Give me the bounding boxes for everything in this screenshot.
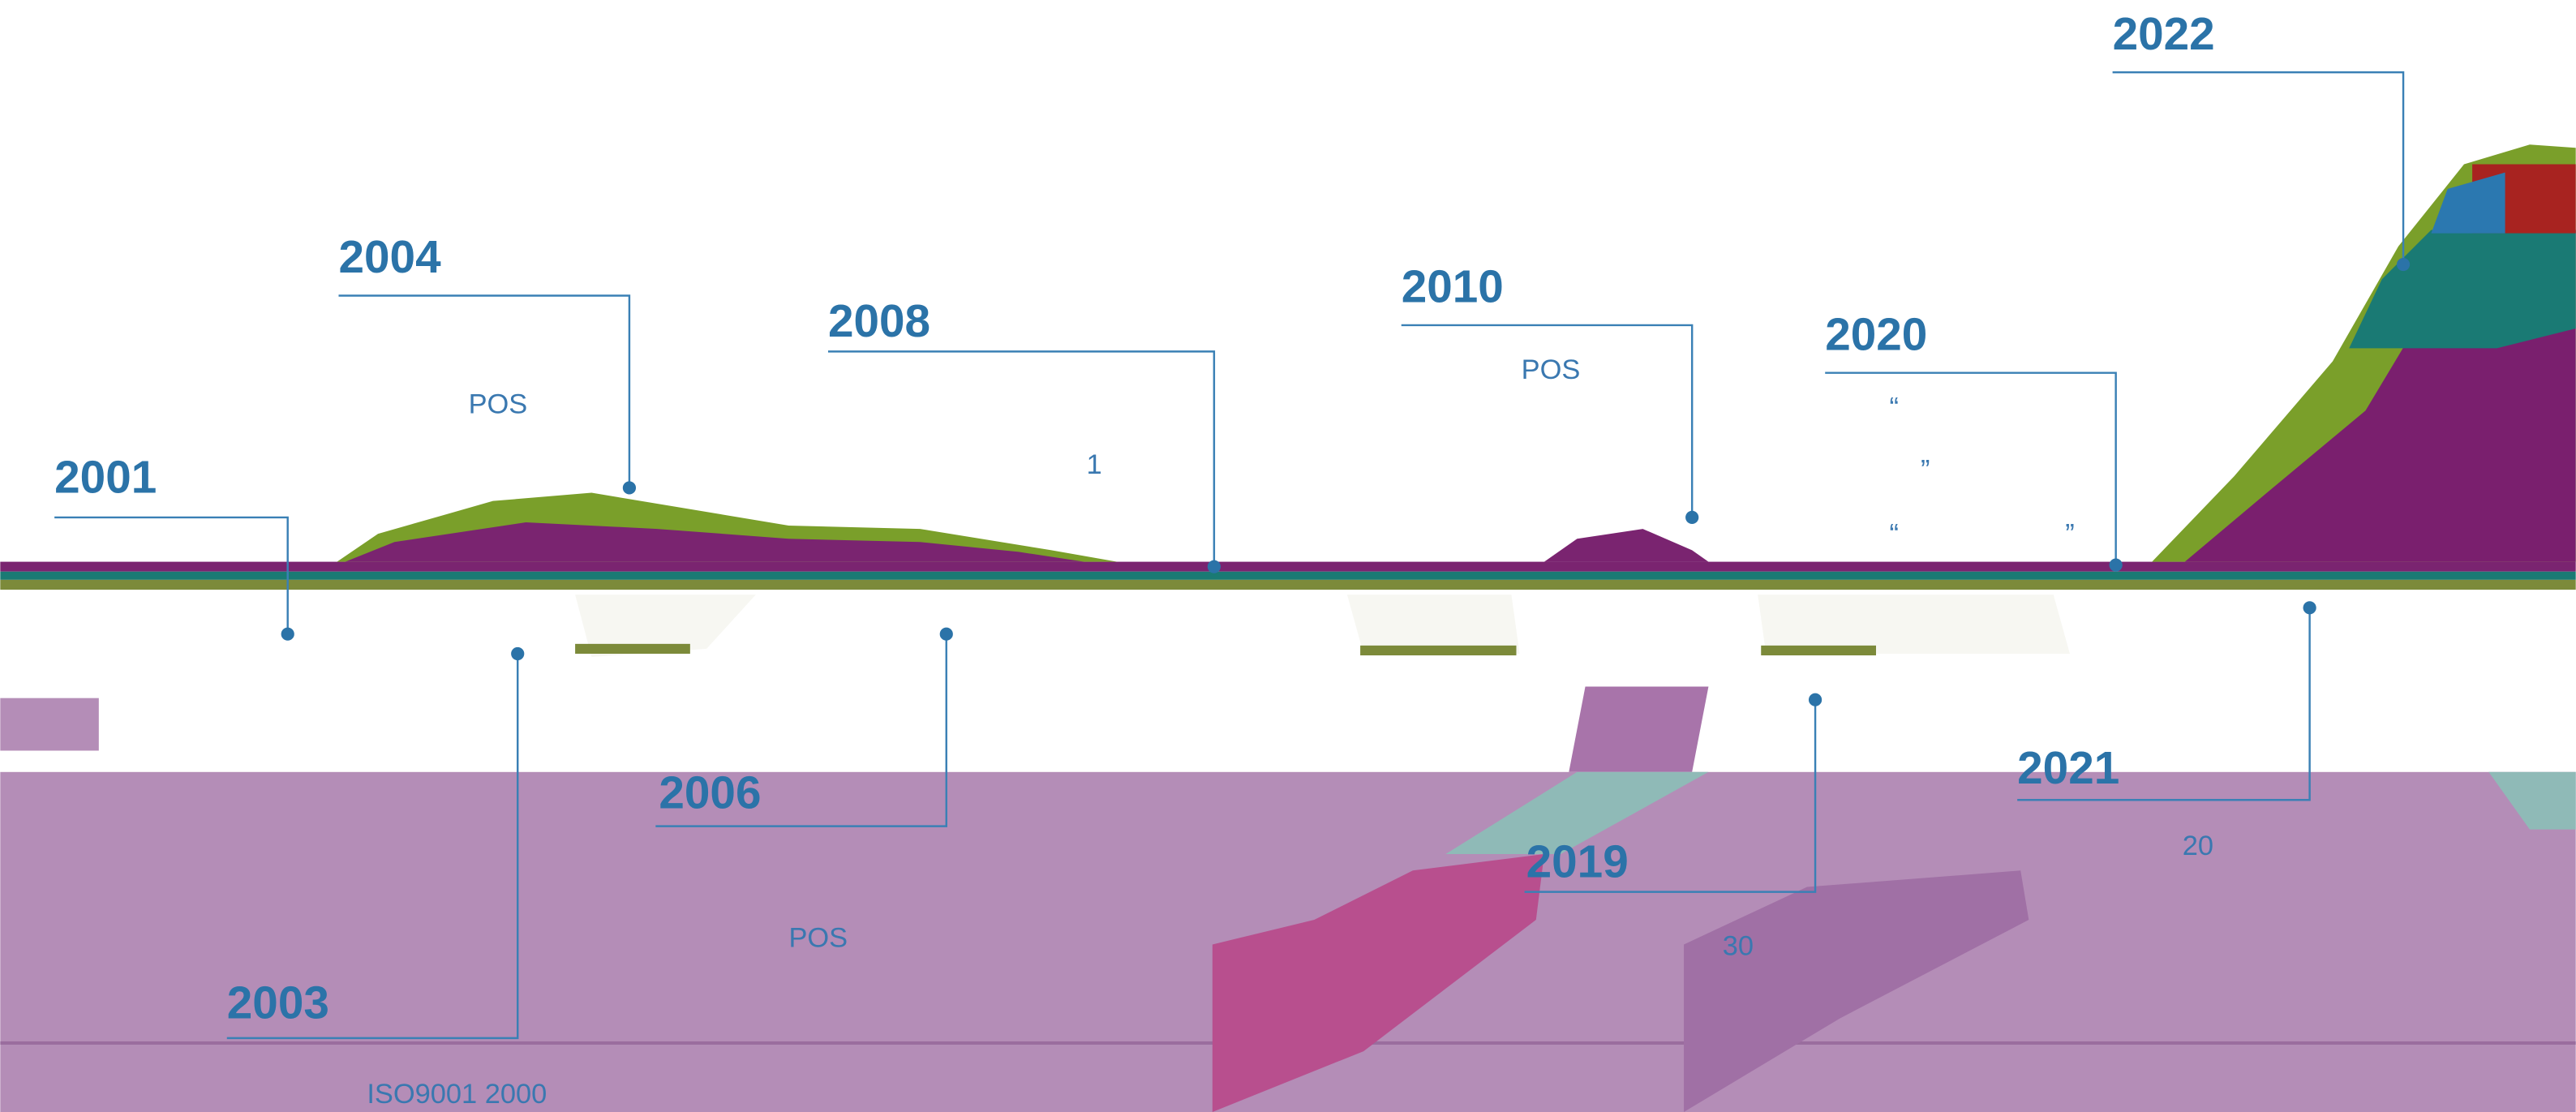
event-note: ISO9001 2000 (367, 1079, 547, 1110)
event-note: POS (1522, 354, 1581, 385)
event-dot (1809, 693, 1822, 706)
event-dot (2303, 601, 2316, 614)
event-note: POS (469, 389, 528, 419)
event-year: 2021 (2017, 743, 2119, 794)
event-dot (511, 647, 524, 660)
event-year: 2020 (1825, 309, 1927, 360)
event-year: 2003 (227, 978, 329, 1029)
event-dot (2397, 258, 2410, 271)
event-dot (2110, 559, 2123, 572)
event-dot (940, 628, 953, 641)
event-note: 30 (1723, 931, 1754, 962)
page: {"events":[ {"year":"2001","notes":[]}, … (0, 0, 2576, 1112)
event-year: 2022 (2113, 9, 2215, 60)
event-note: ” (2065, 518, 2074, 549)
event-dot (1685, 511, 1698, 524)
event-note: “ (1890, 392, 1899, 423)
event-year: 2004 (338, 232, 441, 283)
event-year: 2019 (1526, 836, 1629, 887)
event-year: 2006 (659, 767, 761, 818)
event-year: 2001 (54, 453, 157, 504)
background-art (0, 144, 2575, 1112)
leader-line (2113, 72, 2403, 264)
event-note: ” (1921, 454, 1930, 485)
event-note: POS (788, 922, 848, 953)
event-year: 2008 (828, 296, 930, 347)
event-dot (623, 481, 636, 494)
event-year: 2010 (1402, 262, 1504, 313)
event-note: 1 (1086, 449, 1101, 480)
event-dot (281, 628, 294, 641)
event-note: 20 (2183, 831, 2213, 861)
event-note: “ (1890, 518, 1899, 549)
timeline: 2001 2003 ISO9001 2000 2004 POS 2006 POS 2008 1 2… (0, 0, 2576, 1112)
event-dot (1208, 560, 1221, 573)
